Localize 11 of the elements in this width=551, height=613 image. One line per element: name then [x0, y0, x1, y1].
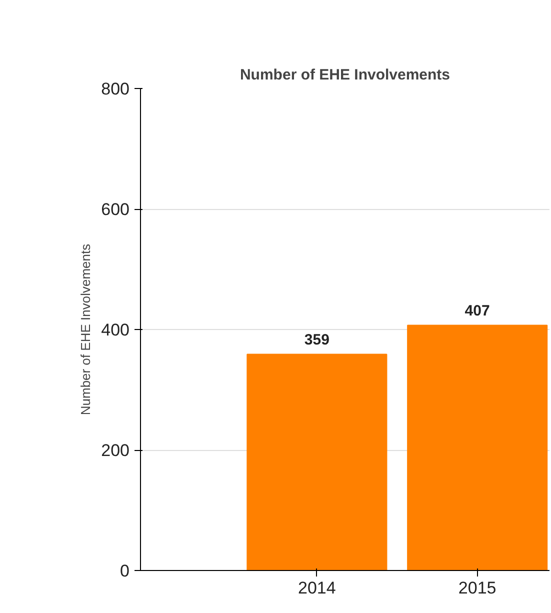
data-label: 407 — [464, 302, 490, 320]
y-tick-label: 800 — [101, 80, 130, 98]
y-tick-label: 400 — [101, 320, 130, 340]
y-tick-label: 200 — [101, 441, 130, 460]
y-tick-label: 600 — [101, 200, 130, 219]
data-label: 359 — [304, 332, 330, 349]
y-tick-label: 0 — [120, 562, 130, 580]
chart-title: Number of EHE Involvements — [240, 66, 450, 84]
x-tick-label: 2014 — [298, 578, 336, 598]
y-axis-title: Number of EHE Involvements — [78, 243, 94, 416]
x-tick-label: 2015 — [458, 578, 496, 598]
